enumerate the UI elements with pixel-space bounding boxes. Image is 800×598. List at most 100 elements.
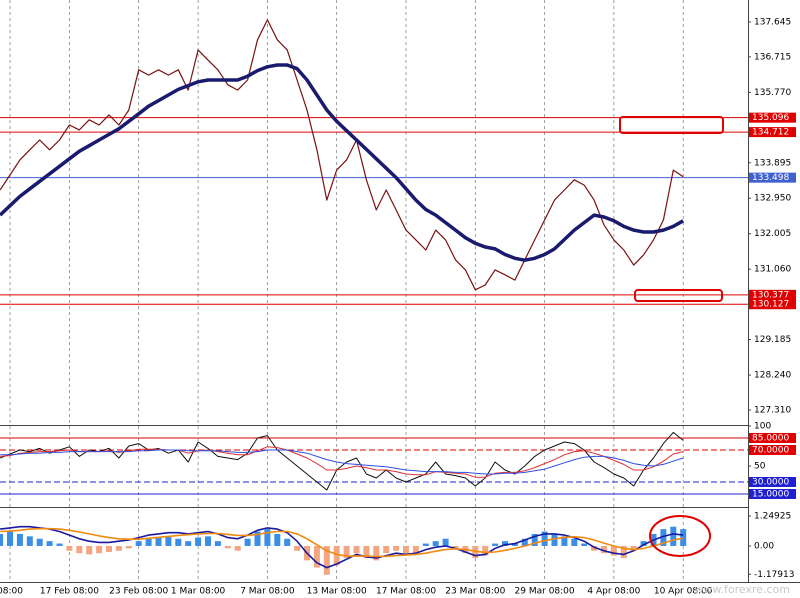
series-line — [0, 431, 684, 491]
histogram-bar — [601, 545, 607, 554]
histogram-bar — [581, 543, 588, 546]
histogram-bar — [264, 529, 271, 546]
histogram-bar — [145, 538, 152, 546]
histogram-bar — [56, 543, 63, 546]
y-tick-label: 128.240 — [754, 371, 791, 381]
histogram-bar — [571, 538, 578, 546]
histogram-bar — [16, 533, 23, 546]
annotation-circle — [649, 515, 711, 557]
y-tick-label: 132.005 — [754, 229, 791, 239]
histogram-bar — [422, 543, 429, 546]
histogram-bar — [234, 545, 241, 551]
x-tick-label: 29 Mar 08:00 — [515, 587, 575, 597]
y-tick-label: 100 — [754, 422, 771, 432]
histogram-bar — [96, 545, 103, 554]
histogram-bar — [561, 536, 568, 546]
annotation-box — [619, 116, 724, 134]
histogram-bar — [106, 545, 112, 552]
histogram-bar — [274, 533, 281, 546]
y-tick-label: 136.715 — [754, 52, 791, 62]
labels: 137.645 136.715 135.770 133.895 132.950 132.0… — [0, 17, 796, 597]
level-label-box — [749, 433, 796, 443]
x-tick-label: 1 Mar 08:00 — [171, 587, 226, 597]
series-line — [0, 449, 684, 475]
series-line — [0, 63, 685, 262]
level-label: 70.0000 — [752, 446, 789, 456]
y-tick-label: 1.24925 — [754, 511, 791, 521]
watermark: www.forexre.com — [695, 583, 790, 596]
plot-background — [0, 0, 748, 582]
histogram-bar — [195, 537, 202, 546]
histogram-bar — [86, 545, 93, 555]
y-tick-label: 131.060 — [754, 265, 791, 275]
histogram-bar — [353, 545, 360, 554]
histogram-bar — [26, 536, 33, 546]
histogram-bar — [492, 543, 499, 546]
x-tick-label: 17 Mar 08:00 — [376, 587, 436, 597]
histogram-bar — [442, 538, 449, 546]
y-tick-label: 133.895 — [754, 158, 791, 168]
y-tick-label: 132.950 — [754, 194, 791, 204]
x-tick-label: 23 Feb 08:00 — [109, 587, 168, 597]
annotation-box — [634, 289, 723, 302]
histogram-bar — [403, 545, 409, 556]
series-line — [0, 19, 684, 291]
x-tick-label: 17 Feb 08:00 — [40, 587, 99, 597]
histogram-bar — [36, 538, 43, 546]
histogram-bar — [224, 545, 231, 549]
histogram-bar — [551, 533, 558, 546]
level-label-box — [749, 289, 796, 300]
histogram-bar — [214, 541, 221, 546]
histogram-bar — [531, 533, 538, 546]
histogram-bar — [482, 545, 489, 556]
histogram-bar — [452, 545, 459, 549]
histogram-bar — [244, 538, 251, 546]
histogram-bar — [333, 545, 340, 566]
histogram-bar — [323, 545, 330, 575]
histogram-bar — [432, 541, 439, 546]
level-label: 30.0000 — [752, 478, 789, 488]
histogram-bar — [0, 533, 4, 546]
y-tick-label: 50 — [754, 462, 766, 472]
histogram-bar — [640, 541, 647, 546]
histogram-bar — [363, 545, 370, 558]
histogram-bar — [185, 541, 192, 546]
x-tick-label: 08:00 — [0, 587, 23, 597]
histogram-bar — [670, 526, 677, 546]
series-line — [0, 527, 684, 558]
histogram-bar — [521, 538, 528, 546]
histogram-bar — [343, 545, 350, 558]
histogram-bar — [610, 545, 617, 556]
histogram-bar — [254, 531, 261, 546]
histogram-bar — [680, 529, 687, 546]
histogram-bar — [46, 541, 53, 546]
level-label-box — [749, 299, 796, 310]
histogram-bar — [660, 529, 667, 546]
histogram-bar — [630, 545, 637, 551]
histogram-bar — [155, 537, 162, 546]
y-tick-label: 127.310 — [754, 405, 791, 415]
x-tick-label: 4 Apr 08:00 — [587, 587, 640, 597]
y-tick-label: -1.17913 — [754, 570, 794, 580]
histogram-bar — [165, 536, 172, 546]
y-tick-label: 0.00 — [754, 541, 774, 551]
histogram-bar — [393, 545, 400, 551]
level-label: 15.0000 — [752, 490, 789, 500]
histogram-bar — [294, 545, 301, 551]
level-label: 135.096 — [752, 113, 789, 123]
histogram-bar — [205, 536, 211, 546]
x-tick-label: 13 Mar 08:00 — [307, 587, 367, 597]
histogram-bar — [383, 545, 390, 554]
histogram-bar — [313, 545, 320, 568]
y-tick-label: 135.770 — [754, 88, 791, 98]
histogram-bar — [591, 545, 598, 551]
histogram-bar — [511, 543, 518, 546]
level-label-box — [749, 127, 796, 138]
x-tick-label: 7 Mar 08:00 — [240, 587, 295, 597]
histogram-bar — [125, 545, 132, 549]
histogram-bar — [115, 545, 122, 551]
level-label: 133.498 — [752, 173, 789, 183]
histogram-bar — [175, 538, 182, 546]
histogram-bar — [373, 545, 380, 561]
histogram-bar — [76, 545, 83, 554]
